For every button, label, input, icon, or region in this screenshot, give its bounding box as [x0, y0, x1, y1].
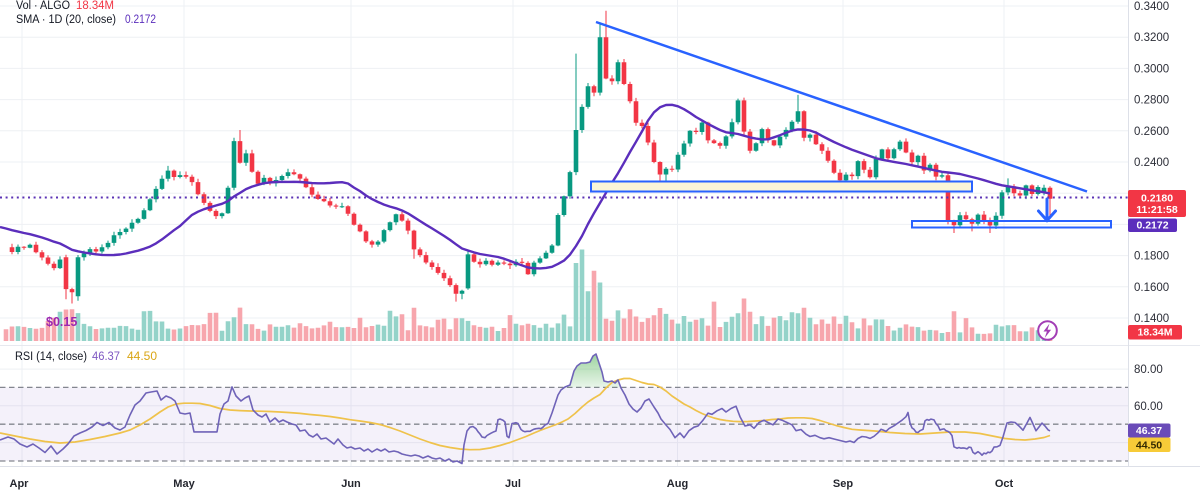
svg-text:Aug: Aug: [667, 478, 688, 490]
svg-text:$0.15: $0.15: [46, 315, 77, 329]
svg-text:Vol · ALGO: Vol · ALGO: [16, 0, 70, 12]
svg-text:60.00: 60.00: [1134, 401, 1163, 413]
svg-text:0.3200: 0.3200: [1134, 32, 1169, 44]
svg-text:Oct: Oct: [995, 478, 1014, 490]
svg-text:RSI (14, close): RSI (14, close): [15, 351, 87, 363]
svg-text:Sep: Sep: [833, 478, 853, 490]
svg-text:46.37: 46.37: [92, 351, 120, 363]
svg-text:Jul: Jul: [505, 478, 521, 490]
svg-text:0.2800: 0.2800: [1134, 95, 1169, 107]
svg-text:0.2172: 0.2172: [1136, 220, 1168, 232]
svg-text:Apr: Apr: [10, 478, 30, 490]
svg-text:11:21:58: 11:21:58: [1136, 204, 1178, 216]
svg-text:0.2600: 0.2600: [1134, 126, 1169, 138]
svg-text:0.1400: 0.1400: [1134, 313, 1169, 325]
svg-text:18.34M: 18.34M: [1137, 327, 1172, 339]
svg-text:18.34M: 18.34M: [76, 0, 114, 12]
svg-text:44.50: 44.50: [127, 351, 157, 363]
svg-text:SMA · 1D (20, close): SMA · 1D (20, close): [16, 14, 116, 26]
svg-text:0.1600: 0.1600: [1134, 282, 1169, 294]
svg-text:0.3000: 0.3000: [1134, 63, 1169, 75]
svg-text:80.00: 80.00: [1134, 364, 1163, 376]
svg-text:0.1800: 0.1800: [1134, 251, 1169, 263]
svg-text:46.37: 46.37: [1136, 425, 1162, 437]
svg-text:0.2400: 0.2400: [1134, 157, 1169, 169]
svg-text:0.3400: 0.3400: [1134, 1, 1169, 13]
svg-text:0.2180: 0.2180: [1141, 193, 1173, 205]
svg-text:0.2172: 0.2172: [125, 14, 156, 26]
svg-text:44.50: 44.50: [1136, 440, 1162, 452]
svg-text:May: May: [173, 478, 195, 490]
svg-text:Jun: Jun: [341, 478, 361, 490]
